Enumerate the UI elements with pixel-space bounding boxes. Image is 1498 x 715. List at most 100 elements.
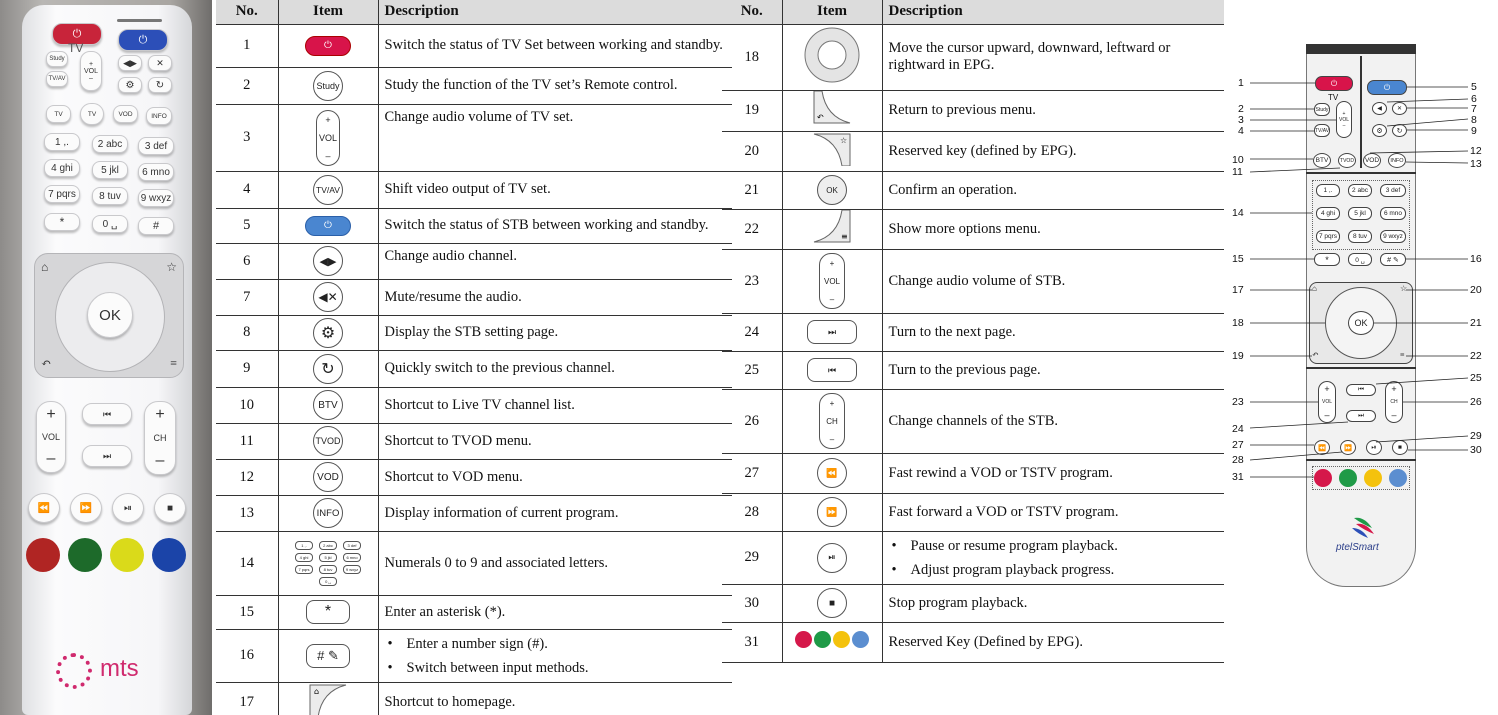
- table-row: 16 # ✎ Enter a number sign (#). Switch b…: [216, 629, 732, 683]
- yellow-key-icon: [833, 631, 850, 648]
- row-description: Enter an asterisk (*).: [378, 595, 732, 630]
- row-item: ⏭: [782, 313, 883, 352]
- diagram-green-key: [1339, 469, 1357, 487]
- table-row: 2 Study Study the function of the TV set…: [216, 67, 732, 105]
- table-row: 31 Reserved Key (Defined by EPG).: [722, 622, 1224, 663]
- callout-15: 15: [1232, 253, 1244, 265]
- photo-ok-button: OK: [87, 292, 133, 338]
- bullet-item: Adjust program playback progress.: [889, 558, 1219, 582]
- row-description: Switch the status of TV Set between work…: [378, 24, 732, 68]
- back-channel-icon: ↻: [313, 353, 343, 384]
- diagram-menu-icon: ≡: [1400, 350, 1405, 359]
- callout-29: 29: [1470, 430, 1482, 442]
- photo-key-star: *: [44, 213, 80, 231]
- photo-ch-rocker: + CH –: [144, 401, 176, 475]
- row-item: INFO: [278, 495, 379, 532]
- row-item: ⏪: [782, 453, 883, 494]
- tvod-icon: TVOD: [313, 426, 343, 456]
- diagram-star-icon: ☆: [1400, 284, 1408, 293]
- callout-20: 20: [1470, 284, 1482, 296]
- mini-key: 5 jkl: [319, 552, 337, 562]
- photo-key-4: 4 ghi: [44, 159, 80, 177]
- menu-corner-icon: ≡: [813, 209, 851, 242]
- key-table-right: No. Item Description 18 Move the cursor …: [722, 0, 1224, 663]
- row-no: 8: [216, 315, 279, 351]
- row-description: Display the STB setting page.: [378, 315, 732, 351]
- photo-yellow-button: [110, 538, 144, 572]
- diagram-key-hash: # ✎: [1380, 253, 1406, 266]
- row-no: 2: [216, 67, 279, 105]
- photo-back-channel-button: ↻: [148, 77, 172, 93]
- header-item: Item: [278, 0, 379, 25]
- table-row: 8 ⚙ Display the STB setting page.: [216, 315, 732, 351]
- row-item: ⏯: [782, 531, 883, 585]
- photo-menu-icon: ≡: [170, 356, 177, 370]
- row-no: 5: [216, 208, 279, 244]
- row-description: Fast forward a VOD or TSTV program.: [882, 493, 1224, 532]
- row-no: 19: [722, 90, 783, 132]
- diagram-key-2: 2 abc: [1348, 184, 1372, 197]
- row-description: Change channels of the STB.: [882, 389, 1224, 454]
- row-no: 14: [216, 531, 279, 596]
- diagram-red-key: [1314, 469, 1332, 487]
- photo-home-icon: ⌂: [41, 260, 49, 274]
- diagram-brand: ptelSmart: [1336, 542, 1379, 553]
- table-row: 10 BTV Shortcut to Live TV channel list.: [216, 387, 732, 424]
- diagram-key-5: 5 jkl: [1348, 207, 1372, 220]
- row-item: ■: [782, 584, 883, 623]
- diagram-btv: BTV: [1313, 153, 1331, 168]
- photo-key-3: 3 def: [138, 137, 174, 155]
- diagram-prev-page: ⏮: [1346, 384, 1376, 396]
- photo-tv-volume-rocker: + VOL –: [80, 51, 102, 91]
- row-item: ⌂: [278, 682, 379, 715]
- callout-11: 11: [1232, 166, 1243, 178]
- row-description: Confirm an operation.: [882, 171, 1224, 210]
- row-description: Pause or resume program playback. Adjust…: [882, 531, 1224, 585]
- callout-22: 22: [1470, 350, 1482, 362]
- row-no: 17: [216, 682, 279, 715]
- row-description: Display information of current program.: [378, 495, 732, 532]
- diagram-play-pause: ⏯: [1366, 440, 1382, 455]
- photo-key-1: 1 ,.: [44, 133, 80, 151]
- diagram-key-star: *: [1314, 253, 1340, 266]
- diagram-ok: OK: [1348, 311, 1374, 335]
- diagram-keypad-frame: [1312, 180, 1410, 250]
- btv-icon: BTV: [313, 390, 343, 420]
- row-item: ↻: [278, 350, 379, 388]
- table-row: 22 ≡ Show more options menu.: [722, 209, 1224, 250]
- row-no: 6: [216, 243, 279, 280]
- row-no: 7: [216, 279, 279, 316]
- diagram-stb-volume: + VOL –: [1318, 381, 1336, 423]
- rewind-icon: ⏪: [817, 458, 847, 488]
- table-row: 30 ■ Stop program playback.: [722, 584, 1224, 623]
- row-description: Enter a number sign (#). Switch between …: [378, 629, 732, 683]
- diagram-line: [1306, 172, 1416, 174]
- callout-19: 19: [1232, 350, 1244, 362]
- row-description: Study the function of the TV set’s Remot…: [378, 67, 732, 105]
- mini-key: 7 pqrs: [295, 564, 313, 574]
- stb-volume-icon: + VOL –: [819, 253, 845, 309]
- diagram-gear-icon: ⚙: [1372, 124, 1387, 137]
- tv-power-button: ⏻: [52, 23, 102, 45]
- photo-nav-area: OK ⌂ ☆ ↶ ≡: [34, 253, 184, 378]
- row-item: # ✎: [278, 629, 379, 683]
- svg-text:⌂: ⌂: [314, 687, 319, 696]
- diagram-tv-volume: + VOL –: [1336, 101, 1352, 138]
- next-page-icon: ⏭: [807, 320, 857, 344]
- header-item: Item: [782, 0, 883, 25]
- row-item: ☆: [782, 131, 883, 172]
- callout-1: 1: [1238, 77, 1244, 89]
- study-icon: Study: [313, 70, 343, 101]
- diagram-recall-icon: ↻: [1392, 124, 1407, 137]
- diagram-back-icon: ↶: [1312, 350, 1319, 359]
- row-no: 9: [216, 350, 279, 388]
- stb-power-icon: ⏻: [305, 215, 351, 236]
- photo-next-page-button: ⏭: [82, 445, 132, 467]
- ptelsmart-logo-icon: [1352, 517, 1374, 538]
- diagram-audio-icon: ◀: [1372, 102, 1387, 115]
- photo-key-2: 2 abc: [92, 135, 128, 153]
- diagram-stb-power: ⏻: [1367, 80, 1407, 95]
- photo-play-pause-button: ⏯: [112, 493, 144, 523]
- row-no: 26: [722, 389, 783, 454]
- mute-icon: ◀✕: [313, 282, 343, 312]
